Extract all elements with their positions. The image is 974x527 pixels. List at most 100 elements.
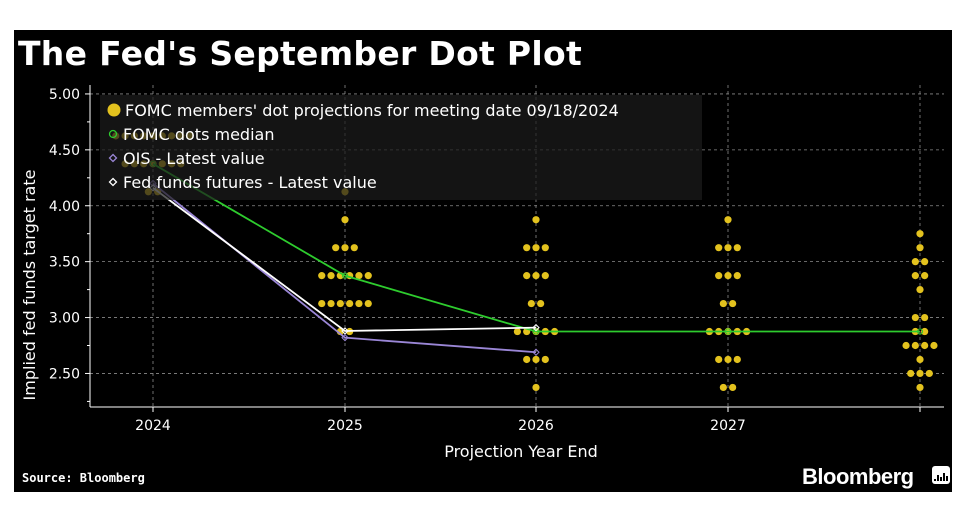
futures-line-marker: [341, 327, 349, 335]
fomc-dot: [911, 313, 919, 322]
bloomberg-chart-icon: [932, 466, 950, 484]
median-line: [152, 163, 920, 333]
fomc-dot: [364, 299, 372, 308]
fomc-dot: [916, 383, 924, 392]
fomc-dot: [523, 355, 531, 364]
fomc-dot: [916, 244, 924, 252]
fomc-dot: [916, 286, 924, 294]
fomc-dot: [318, 299, 326, 308]
series-lines: [149, 160, 924, 356]
fomc-dot: [513, 327, 521, 336]
fomc-dot: [724, 355, 732, 364]
fomc-dot: [719, 383, 727, 392]
axes: 2.50 3.00 3.50 4.00 4.50 5.00 2024 2025 2026 2027: [49, 85, 944, 434]
ois-line-marker: [341, 333, 349, 342]
fomc-dot: [532, 383, 540, 392]
x-axis-title: Projection Year End: [444, 442, 598, 461]
futures-line-marker: [532, 323, 540, 332]
x-tick-label: 2026: [518, 418, 554, 434]
y-tick-label: 4.00: [49, 199, 80, 215]
fomc-dot: [719, 299, 727, 308]
median-line-marker: [724, 328, 732, 335]
futures-line: [152, 187, 537, 332]
fomc-dot: [733, 244, 741, 252]
y-tick-label: 4.50: [49, 143, 80, 159]
legend-futures-marker: [108, 177, 118, 187]
fomc-dot: [930, 341, 938, 350]
x-tick-label: 2025: [327, 418, 363, 434]
fomc-dot: [907, 369, 915, 378]
fomc-dot: [911, 272, 919, 280]
fomc-dot: [916, 230, 924, 238]
fomc-dot: [911, 258, 919, 266]
fomc-dot: [532, 244, 540, 252]
bloomberg-logo: Bloomberg: [802, 464, 914, 489]
fomc-dot: [921, 313, 929, 322]
median-line-marker: [532, 328, 540, 335]
dot-projections: [112, 132, 938, 392]
fomc-dot: [733, 272, 741, 280]
fomc-dot: [532, 272, 540, 280]
fomc-dot: [341, 216, 349, 224]
fomc-dot: [902, 341, 910, 350]
fomc-dot: [921, 272, 929, 280]
fomc-dot: [911, 341, 919, 350]
fomc-dot: [336, 299, 344, 308]
legend-median-label: FOMC dots median: [123, 125, 274, 144]
y-tick-label: 3.50: [49, 255, 80, 271]
fomc-dot: [527, 299, 535, 308]
legend-ois-label: OIS - Latest value: [123, 149, 265, 168]
fomc-dot: [346, 299, 354, 308]
fomc-dot: [537, 299, 545, 308]
fomc-dot: [532, 355, 540, 364]
fomc-dot: [724, 244, 732, 252]
fomc-dot: [532, 216, 540, 224]
fomc-dot: [715, 244, 723, 252]
fomc-dot: [925, 369, 933, 378]
fomc-dot: [733, 355, 741, 364]
fomc-dot: [327, 272, 335, 280]
fomc-dot: [724, 272, 732, 280]
median-line-marker: [916, 328, 924, 335]
fomc-dot: [355, 299, 363, 308]
fomc-dot: [355, 272, 363, 280]
fomc-dot: [541, 244, 549, 252]
x-tick-label: 2024: [135, 418, 171, 434]
fomc-dot: [327, 299, 335, 308]
legend-dots-marker: [107, 103, 121, 117]
fomc-dot: [916, 369, 924, 378]
fomc-dot: [332, 244, 340, 252]
legend: FOMC members' dot projections for meetin…: [100, 95, 702, 200]
y-tick-label: 2.50: [49, 366, 80, 382]
y-axis-title: Implied fed funds target rate: [20, 170, 39, 401]
legend-ois-marker: [108, 153, 118, 163]
fomc-dot: [921, 327, 929, 336]
dot-plot-chart: 2.50 3.00 3.50 4.00 4.50 5.00 2024 2025 2026 2027…: [20, 85, 944, 461]
fomc-dot: [715, 272, 723, 280]
ois-line-marker: [532, 348, 540, 356]
fomc-dot: [318, 272, 326, 280]
fomc-dot: [541, 272, 549, 280]
fomc-dot: [715, 355, 723, 364]
fomc-dot: [364, 272, 372, 280]
fomc-dot: [921, 341, 929, 350]
fomc-dot: [341, 244, 349, 252]
chart-title: The Fed's September Dot Plot: [18, 34, 583, 73]
fomc-dot: [523, 244, 531, 252]
fomc-dot: [724, 216, 732, 224]
legend-dots-label: FOMC members' dot projections for meetin…: [125, 101, 619, 120]
x-tick-label: 2027: [710, 418, 746, 434]
fomc-dot: [921, 258, 929, 266]
legend-futures-label: Fed funds futures - Latest value: [123, 173, 377, 192]
legend-median-marker: [108, 129, 118, 139]
fomc-dot: [541, 355, 549, 364]
legend-background: [100, 95, 702, 200]
fomc-dot: [350, 244, 358, 252]
median-line-marker: [341, 272, 349, 279]
fomc-dot: [729, 383, 737, 392]
y-tick-label: 5.00: [49, 87, 80, 103]
fomc-dot: [916, 355, 924, 364]
ois-line: [152, 182, 537, 354]
source-note: Source: Bloomberg: [22, 471, 145, 485]
fomc-dot: [523, 272, 531, 280]
